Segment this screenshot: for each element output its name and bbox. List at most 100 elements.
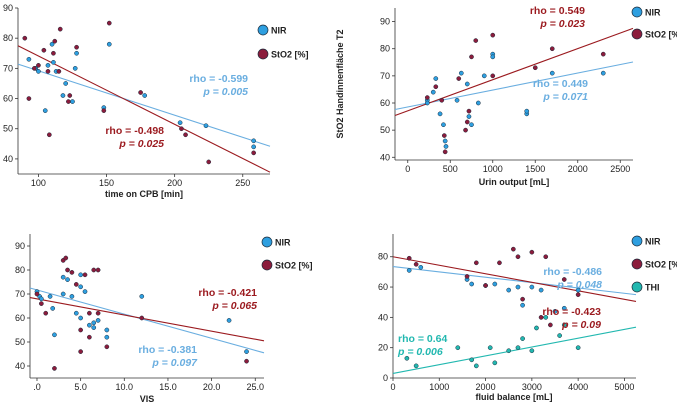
data-point-sto2 [433, 84, 439, 90]
legend-marker [257, 48, 269, 60]
regression-line-sto2 [29, 297, 265, 342]
rho-annotation: rho = 0.449 [533, 78, 588, 90]
legend-marker [261, 259, 273, 271]
data-point-sto2 [91, 267, 97, 273]
data-point-nir [91, 325, 97, 330]
data-point-sto2 [26, 96, 32, 101]
legend-label: THI [645, 283, 660, 293]
data-point-nir [575, 287, 581, 293]
x-tick-label: 150 [99, 178, 114, 188]
data-point-sto2 [549, 46, 555, 52]
data-point-sto2 [95, 267, 101, 273]
data-point-nir [441, 122, 446, 128]
data-point-thi [473, 363, 479, 369]
data-point-nir [177, 120, 183, 126]
data-point-thi [413, 363, 419, 369]
data-point-thi [529, 348, 535, 354]
data-point-nir [538, 287, 544, 293]
y-tick-label: 80 [378, 252, 388, 262]
x-tick-label: 0 [405, 164, 410, 174]
legend-marker [631, 6, 643, 18]
data-point-sto2 [139, 315, 145, 321]
regression-line-sto2 [17, 45, 271, 173]
y-tick-label: 50 [3, 124, 13, 134]
y-tick-label: 20 [378, 343, 388, 353]
y-tick-label: 90 [15, 241, 25, 251]
data-point-nir [524, 108, 530, 114]
x-axis-label: Urin output [mL] [479, 177, 549, 187]
data-point-sto2 [104, 344, 110, 350]
data-point-sto2 [548, 322, 553, 328]
data-point-sto2 [439, 97, 445, 103]
data-point-sto2 [52, 366, 57, 371]
data-point-sto2 [52, 38, 58, 44]
data-point-nir [490, 54, 496, 60]
y-tick-label: 40 [3, 154, 13, 164]
data-point-thi [557, 333, 562, 338]
x-axis-label: fluid balance [mL] [475, 392, 552, 402]
data-point-sto2 [67, 93, 73, 98]
data-point-sto2 [543, 254, 549, 260]
data-point-sto2 [206, 159, 212, 165]
data-point-sto2 [43, 310, 49, 316]
legend-label: StO2 [%] [271, 50, 309, 60]
x-tick-label: 5000 [614, 382, 634, 392]
x-tick-label: 2500 [610, 164, 630, 174]
p-annotation: p = 0.09 [561, 319, 601, 331]
data-point-sto2 [510, 246, 516, 252]
y-tick-label: 70 [380, 71, 390, 81]
data-point-thi [492, 360, 498, 366]
data-point-thi [487, 345, 493, 351]
y-tick-label: 80 [380, 44, 390, 54]
legend-label: NIR [645, 8, 661, 18]
x-tick-label: 500 [443, 164, 458, 174]
data-point-thi [534, 325, 539, 331]
data-point-nir [437, 111, 443, 117]
x-tick-label: 25.0 [247, 382, 265, 392]
x-tick-label: 5.0 [74, 382, 87, 392]
data-point-nir [78, 315, 83, 321]
p-annotation: p = 0.006 [397, 346, 443, 358]
legend-label: NIR [271, 26, 287, 36]
x-tick-label: 100 [31, 178, 46, 188]
y-axis-label: StO2 Handinnenfläche T2 [335, 29, 345, 138]
data-point-sto2 [87, 334, 92, 340]
data-point-sto2 [466, 108, 472, 114]
data-point-nir [65, 277, 70, 282]
data-point-nir [82, 289, 88, 294]
data-point-nir [443, 144, 449, 149]
y-tick-label: 60 [15, 313, 25, 323]
data-point-nir [251, 138, 257, 144]
data-point-nir [74, 50, 79, 56]
data-point-sto2 [406, 255, 412, 261]
data-point-nir [458, 70, 464, 76]
data-point-sto2 [441, 133, 447, 138]
legend-marker [261, 236, 273, 248]
data-point-nir [42, 108, 48, 113]
data-point-sto2 [413, 261, 419, 267]
data-point-thi [469, 357, 475, 363]
x-tick-label: 2000 [476, 382, 496, 392]
data-point-nir [26, 56, 32, 62]
legend-marker [631, 258, 643, 270]
data-point-nir [49, 41, 55, 47]
data-point-nir [424, 100, 430, 106]
x-tick-label: 200 [167, 178, 182, 188]
data-point-sto2 [78, 327, 83, 333]
x-tick-label: 10.0 [116, 382, 134, 392]
y-tick-label: 80 [15, 265, 25, 275]
rho-annotation: rho = -0.486 [543, 266, 602, 278]
data-point-nir [529, 284, 535, 290]
data-point-nir [78, 284, 83, 290]
x-tick-label: 20.0 [203, 382, 221, 392]
data-point-nir [600, 70, 606, 76]
data-point-nir [142, 93, 148, 98]
data-point-nir [430, 89, 436, 95]
data-point-nir [506, 287, 512, 293]
data-point-nir [63, 81, 69, 86]
x-tick-label: 1000 [483, 164, 503, 174]
data-point-nir [226, 318, 232, 323]
data-point-sto2 [464, 274, 470, 279]
data-point-sto2 [65, 267, 70, 273]
